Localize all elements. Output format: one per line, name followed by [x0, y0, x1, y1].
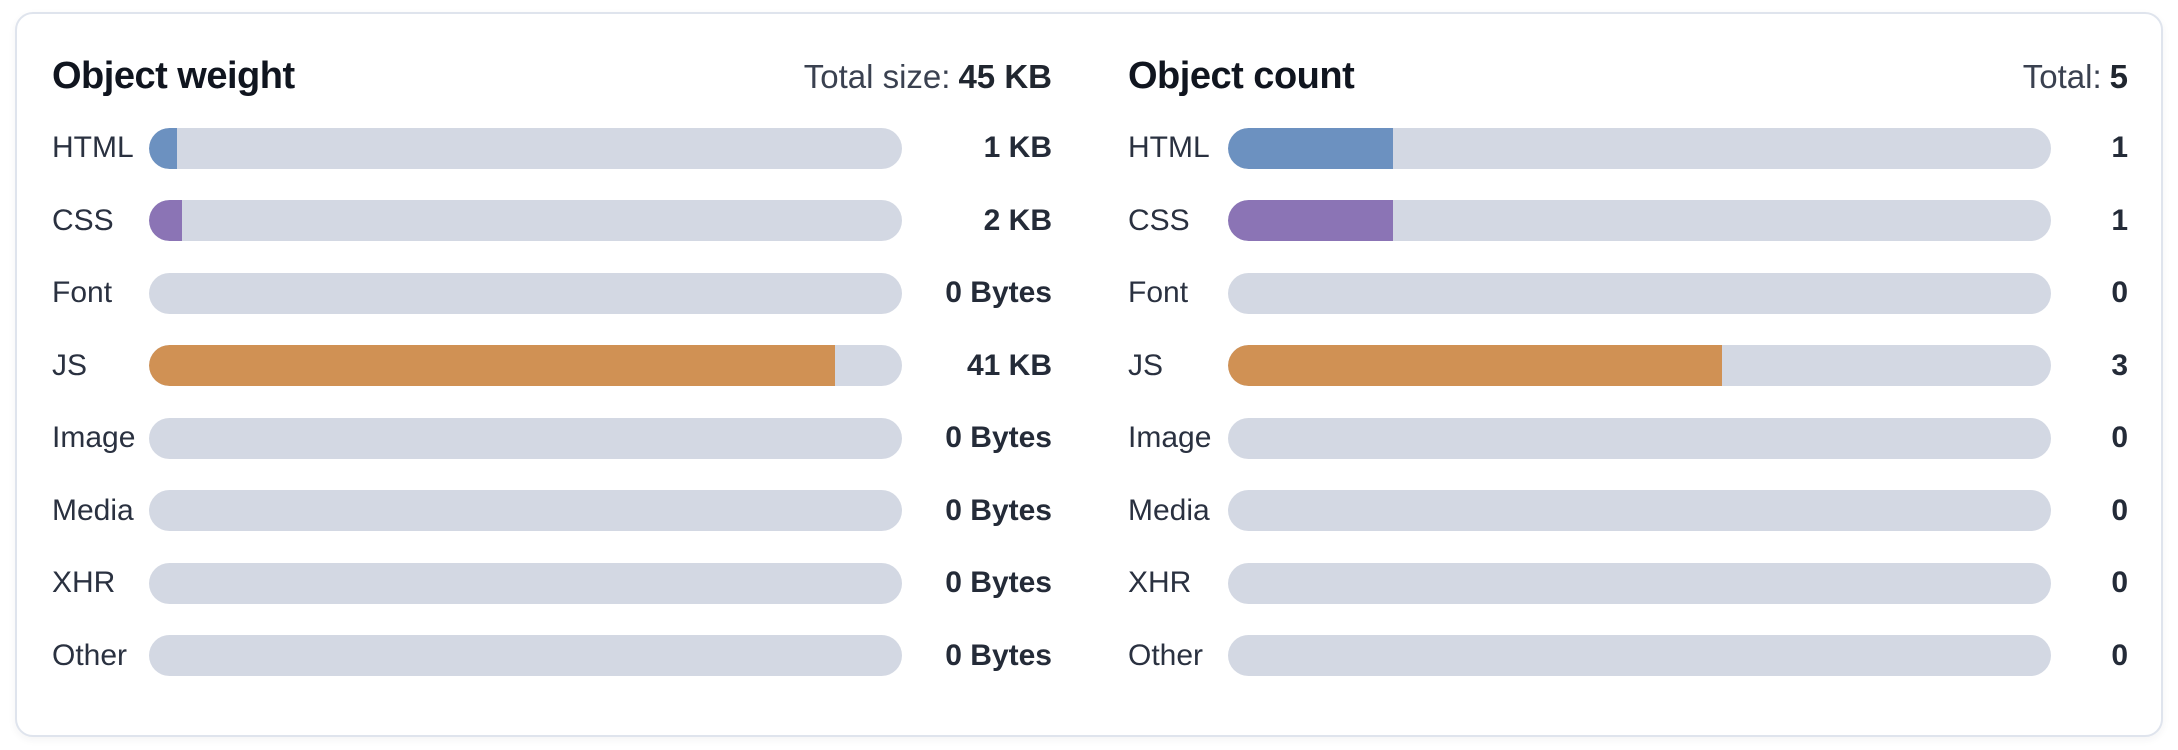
bar-track	[149, 127, 902, 169]
bar-value: 41 KB	[966, 348, 1052, 382]
bar-track	[1228, 635, 2051, 677]
bar-value: 0 Bytes	[945, 638, 1052, 672]
bar-row-js: JS 41 KB	[52, 330, 1052, 403]
bar-label: HTML	[52, 131, 134, 165]
bar-label: XHR	[52, 566, 116, 600]
object-weight-header: Object weight Total size: 45 KB	[52, 52, 1052, 100]
bar-value: 0 Bytes	[945, 276, 1052, 310]
bar-value: 0 Bytes	[945, 493, 1052, 527]
bar-value: 0	[2111, 493, 2128, 527]
bar-label: Other	[52, 638, 128, 672]
bar-track	[1228, 417, 2051, 459]
bar-track	[1228, 562, 2051, 604]
bar-row-html: HTML 1 KB	[52, 112, 1052, 185]
object-weight-total: Total size: 45 KB	[804, 53, 1052, 101]
total-size-value: 45 KB	[958, 58, 1052, 95]
bar-track	[149, 200, 902, 242]
bar-track	[149, 490, 902, 532]
bar-label: Other	[1128, 638, 1204, 672]
bar-fill	[149, 127, 177, 169]
bar-row-js: JS 3	[1128, 330, 2128, 403]
bar-row-font: Font 0	[1128, 257, 2128, 330]
object-count-chart: Object count Total: 5 HTML 1 CSS 1 Font 0…	[1128, 52, 2128, 700]
bar-track	[1228, 127, 2051, 169]
object-weight-title: Object weight	[52, 55, 295, 97]
bar-track	[1228, 345, 2051, 387]
bar-row-media: Media 0	[1128, 475, 2128, 548]
bar-label: Font	[52, 276, 113, 310]
object-count-total: Total: 5	[2023, 53, 2128, 101]
bar-row-font: Font 0 Bytes	[52, 257, 1052, 330]
bar-track	[149, 562, 902, 604]
bar-value: 3	[2111, 348, 2128, 382]
total-count-label: Total:	[2022, 58, 2102, 95]
bar-label: Image	[52, 421, 136, 455]
bar-row-css: CSS 2 KB	[52, 185, 1052, 258]
bar-label: CSS	[1128, 203, 1190, 237]
object-count-header: Object count Total: 5	[1128, 52, 2128, 100]
bar-label: Font	[1128, 276, 1189, 310]
bar-label: JS	[52, 348, 88, 382]
bar-value: 1	[2111, 131, 2128, 165]
bar-track	[149, 417, 902, 459]
bar-fill	[1228, 127, 1393, 169]
bar-value: 0 Bytes	[945, 421, 1052, 455]
bar-row-media: Media 0 Bytes	[52, 475, 1052, 548]
bar-label: XHR	[1128, 566, 1192, 600]
bar-row-xhr: XHR 0 Bytes	[52, 547, 1052, 620]
total-count-value: 5	[2109, 58, 2128, 95]
bar-fill	[149, 345, 836, 387]
object-count-title: Object count	[1128, 55, 1355, 97]
bar-value: 0	[2111, 276, 2128, 310]
bar-label: Media	[1128, 493, 1210, 527]
bar-label: Image	[1128, 421, 1212, 455]
bar-track	[1228, 200, 2051, 242]
bar-row-image: Image 0 Bytes	[52, 402, 1052, 475]
bar-value: 1	[2111, 203, 2128, 237]
bar-value: 0 Bytes	[945, 566, 1052, 600]
object-weight-chart: Object weight Total size: 45 KB HTML 1 KB…	[52, 52, 1052, 700]
bar-row-css: CSS 1	[1128, 185, 2128, 258]
bar-value: 2 KB	[983, 203, 1052, 237]
bar-row-html: HTML 1	[1128, 112, 2128, 185]
bar-value: 1 KB	[983, 131, 1052, 165]
bar-value: 0	[2111, 638, 2128, 672]
bar-row-other: Other 0	[1128, 620, 2128, 693]
bar-fill	[149, 200, 183, 242]
bar-row-xhr: XHR 0	[1128, 547, 2128, 620]
resource-breakdown-card: Object weight Total size: 45 KB HTML 1 KB…	[15, 12, 2163, 737]
bar-value: 0	[2111, 421, 2128, 455]
bar-label: Media	[52, 493, 134, 527]
bar-fill	[1228, 345, 1722, 387]
bar-track	[149, 345, 902, 387]
total-size-label: Total size:	[803, 58, 951, 95]
bar-label: HTML	[1128, 131, 1210, 165]
bar-label: JS	[1128, 348, 1164, 382]
bar-track	[1228, 490, 2051, 532]
bar-value: 0	[2111, 566, 2128, 600]
bar-fill	[1228, 200, 1393, 242]
bar-track	[149, 635, 902, 677]
bar-row-other: Other 0 Bytes	[52, 620, 1052, 693]
bar-track	[149, 272, 902, 314]
bar-track	[1228, 272, 2051, 314]
bar-row-image: Image 0	[1128, 402, 2128, 475]
bar-label: CSS	[52, 203, 114, 237]
